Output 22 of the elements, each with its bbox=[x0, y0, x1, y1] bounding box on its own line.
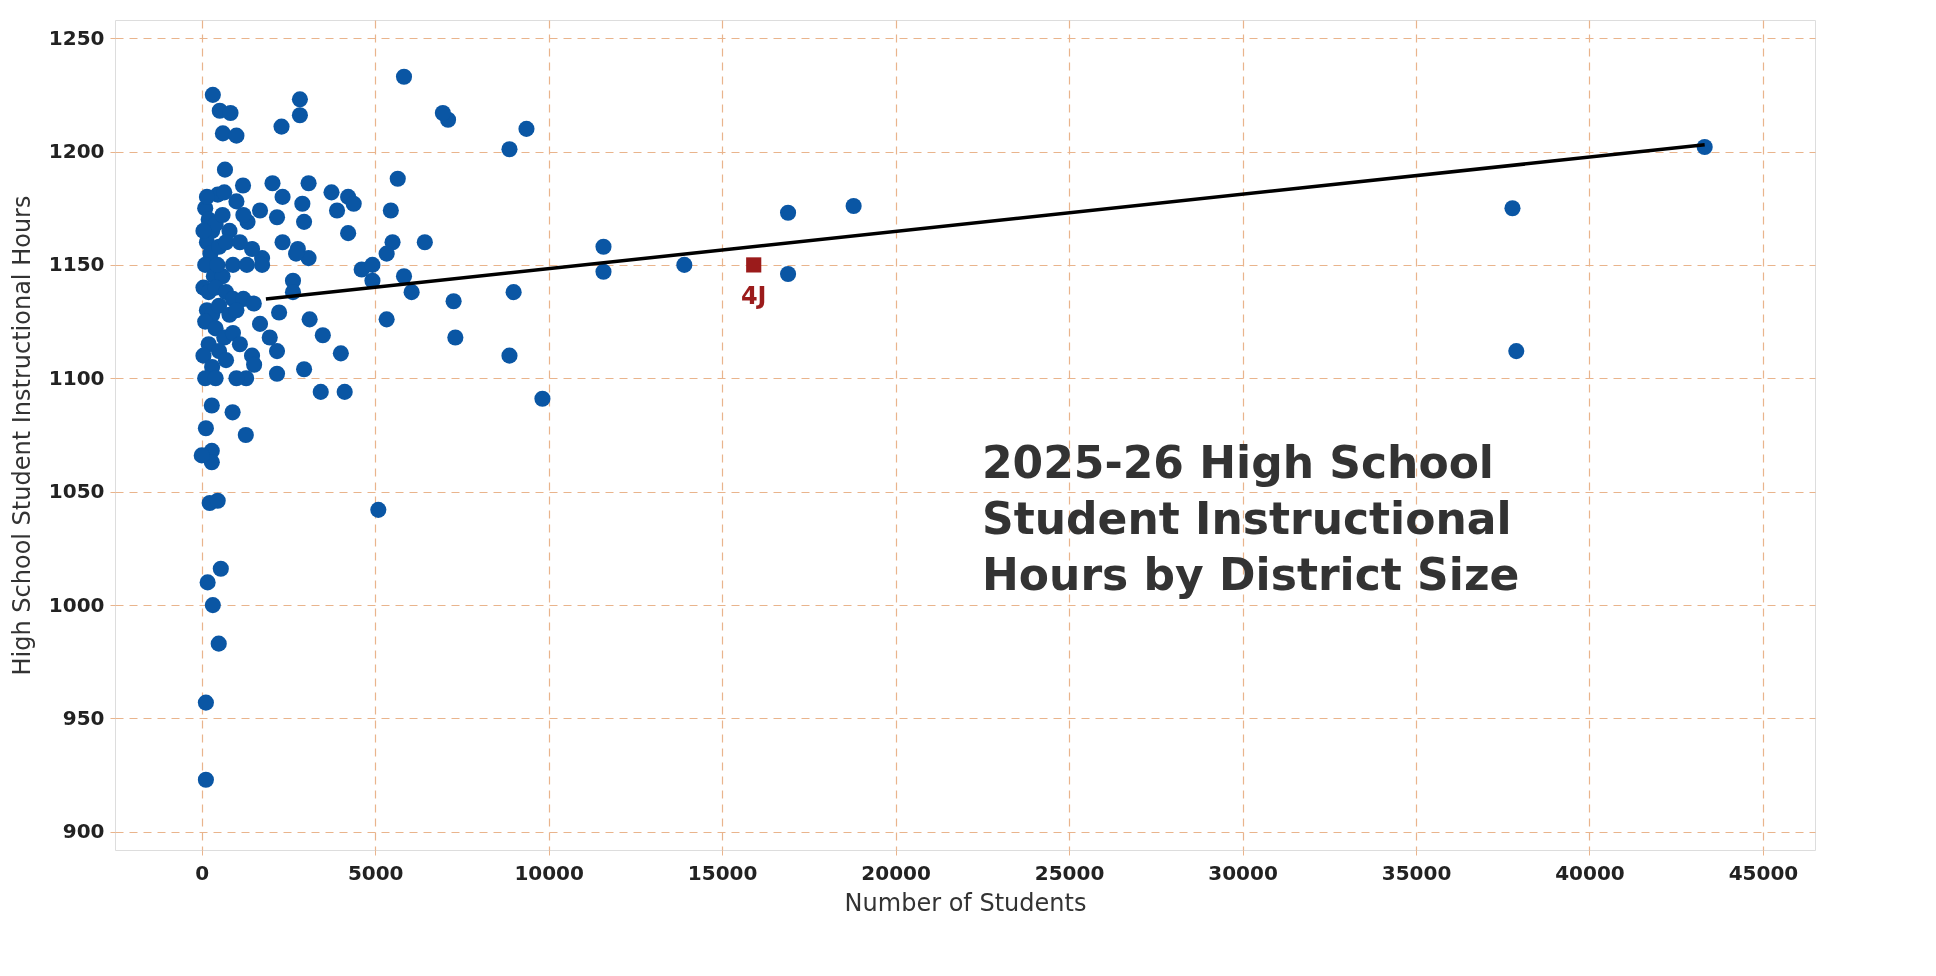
x-tick-label: 25000 bbox=[1034, 860, 1105, 885]
text: 2025-26 High School Student Instructional Hours by District Size bbox=[982, 437, 1520, 601]
y-tick-label: 1050 bbox=[48, 479, 105, 504]
x-tick-label: 0 bbox=[195, 860, 210, 885]
x-tick-label: 35000 bbox=[1381, 860, 1452, 885]
y-tick-label: 1150 bbox=[48, 252, 105, 277]
x-tick-label: 40000 bbox=[1555, 860, 1625, 885]
x-tick-label: 10000 bbox=[514, 860, 584, 885]
x-tick-label: 45000 bbox=[1728, 860, 1799, 885]
x-axis-title: Number of Students bbox=[844, 888, 1087, 917]
y-tick-label: 1250 bbox=[48, 25, 105, 50]
y-tick-label: 1100 bbox=[48, 365, 105, 390]
y-tick-label: 1000 bbox=[48, 592, 105, 617]
y-axis-title: High School Student Instructional Hours bbox=[7, 195, 36, 676]
x-tick-label: 20000 bbox=[861, 860, 931, 885]
annotation: 4J bbox=[740, 281, 767, 310]
x-tick-label: 30000 bbox=[1208, 860, 1278, 885]
y-tick-label: 900 bbox=[62, 819, 105, 844]
y-tick-label: 1200 bbox=[48, 139, 105, 164]
y-tick-label: 950 bbox=[62, 705, 105, 730]
x-tick-label: 5000 bbox=[347, 860, 404, 885]
x-tick-label: 15000 bbox=[687, 860, 758, 885]
